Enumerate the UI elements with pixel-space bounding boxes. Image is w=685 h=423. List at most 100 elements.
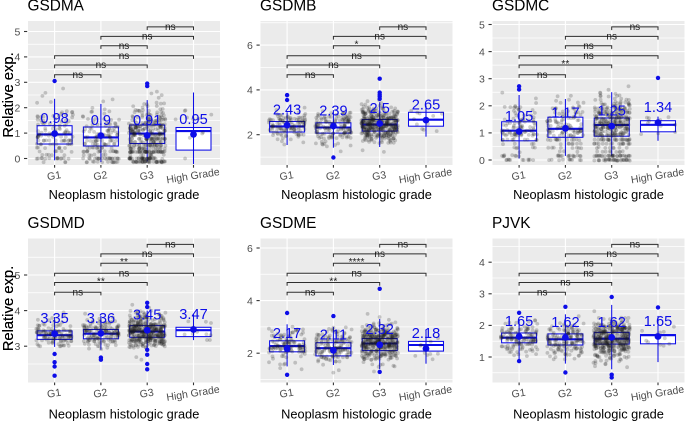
svg-text:3.35: 3.35 — [40, 311, 68, 327]
svg-text:ns: ns — [583, 51, 594, 62]
svg-text:Relative exp.: Relative exp. — [1, 52, 17, 138]
svg-text:2.43: 2.43 — [273, 103, 301, 119]
svg-text:2.39: 2.39 — [319, 103, 347, 119]
svg-text:Relative exp.: Relative exp. — [1, 52, 17, 138]
svg-text:Neoplasm histologic grade: Neoplasm histologic grade — [49, 187, 200, 202]
svg-text:*: * — [355, 40, 359, 51]
svg-text:ns: ns — [374, 32, 385, 43]
svg-text:G2: G2 — [93, 169, 109, 183]
svg-text:2.65: 2.65 — [412, 98, 440, 114]
svg-text:Relative exp.: Relative exp. — [1, 266, 17, 352]
svg-text:ns: ns — [583, 258, 594, 269]
svg-text:1.25: 1.25 — [597, 104, 625, 120]
svg-text:PJVK: PJVK — [492, 215, 531, 232]
svg-text:ns: ns — [73, 287, 84, 298]
svg-text:ns: ns — [560, 278, 571, 289]
svg-text:1.65: 1.65 — [505, 314, 533, 330]
svg-text:G2: G2 — [93, 387, 109, 401]
svg-text:**: ** — [97, 277, 105, 288]
svg-text:1.17: 1.17 — [551, 106, 579, 122]
svg-text:0.9: 0.9 — [91, 113, 111, 129]
svg-text:3.36: 3.36 — [87, 311, 115, 327]
svg-text:ns: ns — [142, 249, 153, 260]
svg-text:1: 1 — [15, 128, 21, 140]
svg-text:5: 5 — [15, 270, 21, 282]
svg-text:G2: G2 — [557, 169, 573, 183]
svg-text:ns: ns — [374, 249, 385, 260]
svg-text:4: 4 — [479, 257, 485, 269]
svg-text:5: 5 — [479, 19, 485, 31]
svg-text:ns: ns — [351, 268, 362, 279]
svg-text:G1: G1 — [279, 387, 295, 401]
svg-text:ns: ns — [630, 240, 641, 251]
svg-text:ns: ns — [583, 41, 594, 52]
svg-text:4: 4 — [247, 295, 253, 307]
svg-text:**: ** — [561, 59, 569, 70]
svg-text:ns: ns — [119, 41, 130, 52]
svg-text:**: ** — [329, 277, 337, 288]
svg-text:ns: ns — [351, 51, 362, 62]
svg-text:G2: G2 — [325, 387, 341, 401]
svg-text:ns: ns — [165, 22, 176, 33]
svg-text:GSDMD: GSDMD — [28, 215, 85, 232]
svg-text:GSDME: GSDME — [260, 215, 316, 232]
svg-text:ns: ns — [96, 60, 107, 71]
svg-text:3: 3 — [479, 74, 485, 86]
svg-text:G1: G1 — [46, 387, 62, 401]
svg-text:ns: ns — [305, 287, 316, 298]
svg-text:G3: G3 — [603, 387, 619, 401]
svg-text:1.62: 1.62 — [551, 315, 579, 331]
svg-text:ns: ns — [328, 60, 339, 71]
svg-text:ns: ns — [630, 22, 641, 33]
svg-text:3.47: 3.47 — [179, 307, 207, 323]
svg-text:Neoplasm histologic grade: Neoplasm histologic grade — [513, 406, 664, 421]
svg-text:GSDMB: GSDMB — [260, 0, 316, 15]
svg-text:ns: ns — [537, 70, 548, 81]
svg-text:6: 6 — [247, 243, 253, 255]
svg-text:3: 3 — [15, 341, 21, 353]
svg-text:G3: G3 — [139, 387, 155, 401]
svg-text:2.17: 2.17 — [273, 326, 301, 342]
svg-text:0.91: 0.91 — [133, 113, 161, 129]
svg-text:4: 4 — [15, 305, 21, 317]
svg-text:ns: ns — [606, 249, 617, 260]
svg-text:G1: G1 — [511, 169, 527, 183]
svg-text:2: 2 — [247, 348, 253, 360]
svg-text:G3: G3 — [603, 169, 619, 183]
svg-text:ns: ns — [165, 240, 176, 251]
svg-text:1: 1 — [479, 128, 485, 140]
svg-text:**: ** — [120, 257, 128, 268]
svg-text:1.34: 1.34 — [644, 100, 672, 116]
svg-text:3: 3 — [15, 77, 21, 89]
svg-text:1.05: 1.05 — [505, 109, 533, 125]
svg-text:ns: ns — [73, 70, 84, 81]
svg-text:4: 4 — [15, 52, 21, 64]
svg-text:GSDMC: GSDMC — [492, 0, 549, 15]
svg-text:G3: G3 — [139, 169, 155, 183]
svg-text:Relative exp.: Relative exp. — [1, 266, 17, 352]
svg-text:2: 2 — [479, 320, 485, 332]
svg-text:2: 2 — [247, 130, 253, 142]
svg-text:ns: ns — [398, 240, 409, 251]
svg-text:2.11: 2.11 — [320, 328, 347, 344]
svg-text:Neoplasm histologic grade: Neoplasm histologic grade — [281, 187, 432, 202]
svg-text:1.62: 1.62 — [597, 315, 625, 331]
svg-text:Neoplasm histologic grade: Neoplasm histologic grade — [49, 406, 200, 421]
svg-text:ns: ns — [583, 268, 594, 279]
svg-text:****: **** — [349, 257, 365, 268]
svg-text:5: 5 — [15, 26, 21, 38]
svg-text:6: 6 — [247, 40, 253, 52]
svg-text:G1: G1 — [279, 169, 295, 183]
svg-text:4: 4 — [479, 46, 485, 58]
svg-text:2: 2 — [15, 103, 21, 115]
svg-text:G2: G2 — [325, 169, 341, 183]
svg-text:2.32: 2.32 — [365, 322, 393, 338]
svg-text:G1: G1 — [46, 169, 62, 183]
svg-text:1.65: 1.65 — [644, 314, 672, 330]
svg-text:ns: ns — [305, 70, 316, 81]
svg-text:Relative exp.: Relative exp. — [1, 266, 17, 352]
svg-text:4: 4 — [247, 85, 253, 97]
svg-text:Neoplasm histologic grade: Neoplasm histologic grade — [513, 187, 664, 202]
svg-text:ns: ns — [142, 32, 153, 43]
svg-text:2.18: 2.18 — [412, 326, 440, 342]
